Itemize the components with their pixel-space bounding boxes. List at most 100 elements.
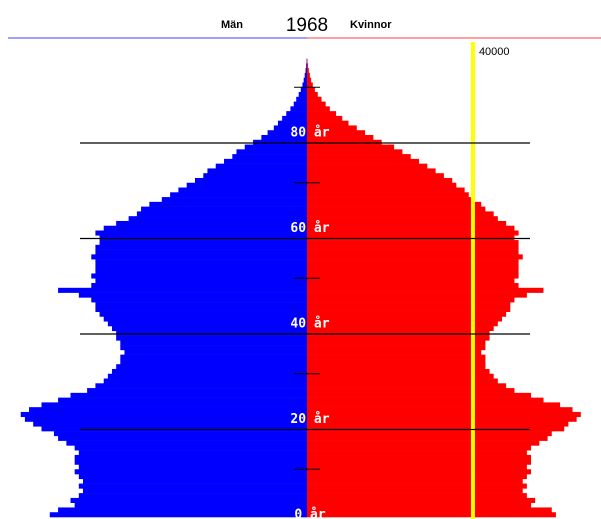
bar [293, 101, 307, 107]
bar [307, 158, 420, 164]
bar [307, 240, 519, 246]
bar [307, 359, 486, 365]
bar [78, 483, 307, 489]
bar [307, 335, 490, 341]
bar [307, 378, 498, 384]
bar [99, 240, 307, 246]
bar [307, 306, 511, 312]
bar [307, 340, 486, 346]
bar [124, 349, 307, 355]
bar [307, 488, 523, 494]
bar [307, 273, 519, 279]
bar [307, 220, 507, 227]
bar [95, 263, 308, 269]
bar [41, 426, 308, 432]
bar [307, 364, 486, 370]
bar [307, 163, 428, 169]
bar [95, 268, 308, 274]
bar [307, 111, 337, 117]
bar [224, 158, 307, 164]
bar [95, 278, 308, 284]
bar [307, 507, 552, 513]
bar [95, 249, 308, 255]
bar [307, 168, 436, 174]
y-tick-label: 20 år [290, 412, 329, 427]
bar [78, 464, 307, 470]
bar [170, 192, 307, 198]
bar [20, 411, 307, 418]
bar [161, 197, 307, 203]
bar [307, 474, 527, 480]
bar [296, 96, 307, 102]
bar [307, 354, 486, 360]
bar [307, 421, 569, 427]
bar [307, 454, 532, 460]
bar [302, 82, 307, 88]
bar [78, 450, 307, 456]
bar [307, 388, 515, 394]
bar [120, 340, 307, 346]
bar [112, 368, 307, 375]
bar [307, 435, 548, 441]
bar [95, 306, 308, 312]
bar [307, 235, 515, 241]
bar [244, 144, 307, 150]
bar [70, 497, 307, 503]
bar [307, 254, 523, 260]
bar [91, 283, 308, 289]
bar [33, 421, 308, 427]
bar [82, 478, 307, 484]
bar [91, 297, 308, 303]
bar [307, 464, 527, 470]
bar [95, 383, 308, 389]
bar [282, 115, 307, 121]
bar [307, 349, 482, 355]
bar [120, 345, 307, 351]
bar [267, 130, 307, 136]
bar [307, 115, 343, 121]
bar [128, 216, 307, 222]
bar [307, 182, 457, 188]
bar [307, 321, 498, 327]
bar [307, 440, 540, 446]
bar [307, 345, 486, 351]
bar [307, 426, 565, 432]
bar [82, 488, 307, 494]
y-tick-label: 80 år [290, 126, 329, 141]
bar [307, 149, 403, 155]
bar [307, 211, 494, 217]
bar [116, 220, 307, 227]
bar [95, 244, 308, 250]
bar [307, 392, 532, 398]
bar [307, 478, 523, 484]
bar [58, 397, 307, 403]
bar [78, 474, 307, 480]
bar [307, 402, 561, 408]
bar [307, 201, 482, 207]
bar [236, 149, 307, 155]
left-label: Män [221, 19, 243, 31]
bar [41, 402, 308, 408]
bar [74, 469, 307, 475]
bar [307, 92, 318, 98]
bar [307, 259, 519, 265]
bar [307, 292, 527, 298]
bar [307, 101, 326, 107]
bar [99, 311, 307, 317]
bar [307, 373, 494, 379]
bar [120, 359, 307, 365]
bar [307, 96, 322, 102]
bar [307, 82, 313, 88]
bar [207, 168, 307, 174]
bar [300, 87, 307, 93]
bar [307, 87, 315, 93]
bar [307, 68, 309, 74]
bar [194, 177, 307, 184]
bar [307, 177, 453, 184]
bar [307, 445, 532, 451]
bar [253, 139, 307, 145]
bar [232, 154, 307, 160]
bar [307, 502, 532, 508]
bar [215, 163, 307, 169]
